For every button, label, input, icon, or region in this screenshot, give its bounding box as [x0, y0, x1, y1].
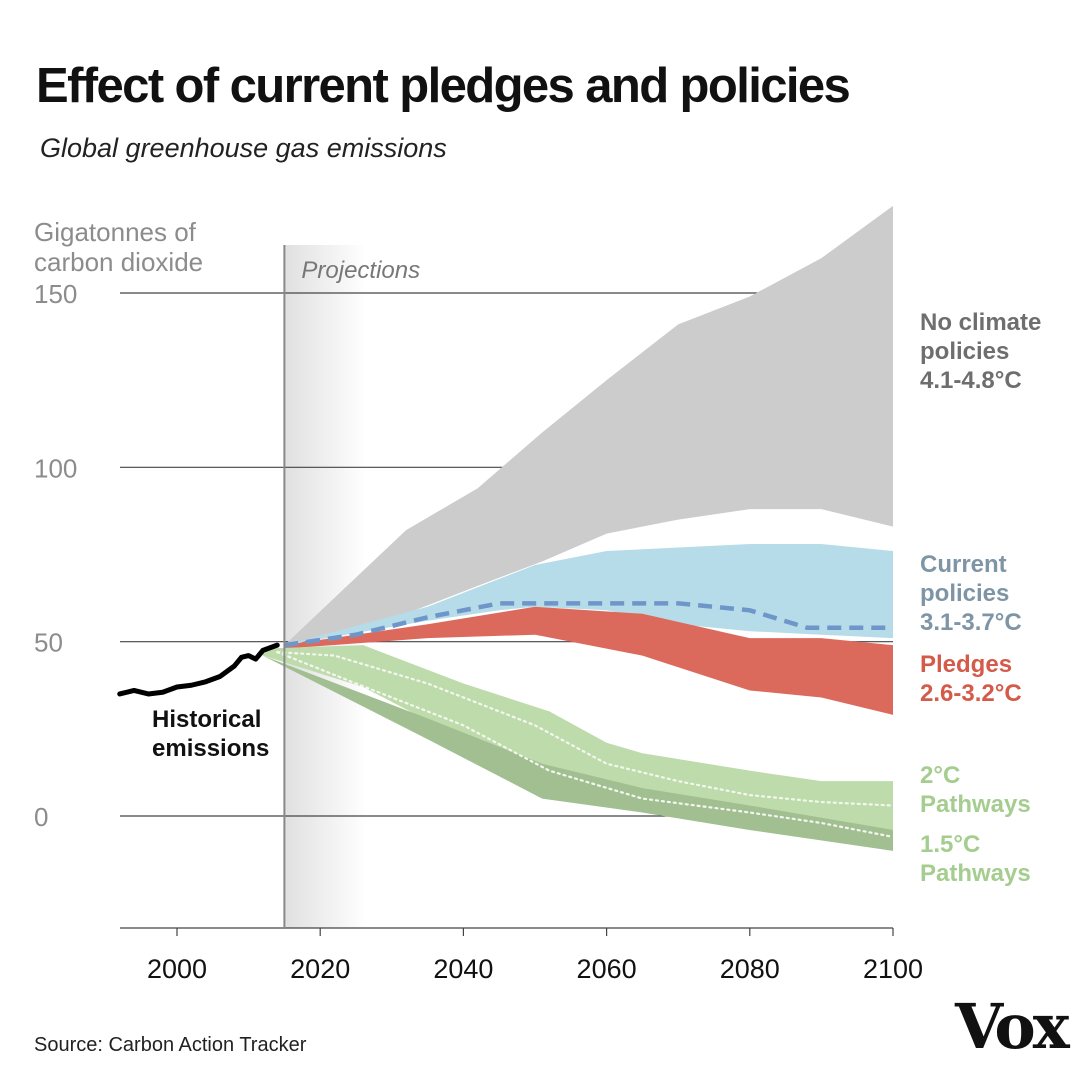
- current-policies-label-line-1: Current: [920, 551, 1007, 578]
- y-axis-label-line-1: Gigatonnes of: [34, 217, 197, 247]
- 2c-pathways-label-line-1: 2°C: [920, 762, 960, 789]
- y-tick-150: 150: [34, 279, 77, 309]
- 1-5c-pathways-band: [262, 655, 893, 851]
- no-climate-policies-label-line-2: policies: [920, 338, 1009, 365]
- projections-label: Projections: [301, 257, 420, 284]
- source-note: Source: Carbon Action Tracker: [34, 1034, 307, 1056]
- x-tick-2060: 2060: [577, 954, 637, 984]
- pledges-label-line-2: 2.6-3.2°C: [920, 680, 1022, 707]
- no-climate-policies-band: [284, 205, 893, 646]
- y-tick-100: 100: [34, 453, 77, 483]
- x-tick-2040: 2040: [433, 954, 493, 984]
- 2c-pathways-label-line-2: Pathways: [920, 791, 1031, 818]
- current-policies-band: [284, 544, 893, 646]
- current-policies-label-line-2: policies: [920, 580, 1009, 607]
- current-policies-label-line-3: 3.1-3.7°C: [920, 609, 1022, 636]
- current-policies-median-line: [284, 601, 893, 648]
- current-policies-label: Current policies 3.1-3.7°C: [920, 551, 1022, 636]
- x-tick-2000: 2000: [147, 954, 207, 984]
- pledges-label-line-1: Pledges: [920, 651, 1012, 678]
- chart-title: Effect of current pledges and policies: [36, 59, 851, 113]
- y-tick-0: 0: [34, 802, 48, 832]
- x-tick-2020: 2020: [290, 954, 350, 984]
- y-tick-labels: 0 50 100 150: [34, 279, 77, 832]
- historical-emissions-label-line-2: emissions: [152, 735, 269, 762]
- y-axis-label-line-2: carbon dioxide: [34, 247, 203, 277]
- 1-5c-pathways-label-line-2: Pathways: [920, 860, 1031, 887]
- no-climate-policies-label: No climate policies 4.1-4.8°C: [920, 309, 1041, 394]
- y-tick-50: 50: [34, 628, 63, 658]
- 1-5c-pathways-median-line: [276, 651, 895, 839]
- no-climate-policies-label-line-3: 4.1-4.8°C: [920, 367, 1022, 394]
- 2c-pathways-label: 2°C Pathways: [920, 762, 1031, 818]
- 2c-pathways-median-line: [276, 651, 895, 807]
- historical-emissions-label-line-1: Historical: [152, 706, 261, 733]
- emissions-chart: Projections Gigatonnes of carbon dioxide…: [34, 205, 1041, 984]
- pledges-label: Pledges 2.6-3.2°C: [920, 651, 1022, 707]
- emission-lines: [117, 601, 895, 839]
- pledges-band: [284, 606, 893, 715]
- x-tick-2080: 2080: [720, 954, 780, 984]
- y-axis-label: Gigatonnes of carbon dioxide: [34, 217, 203, 277]
- historical-emissions-line: [117, 642, 280, 697]
- historical-emissions-label: Historical emissions: [152, 706, 269, 762]
- chart-subtitle: Global greenhouse gas emissions: [40, 133, 447, 163]
- x-tick-2100: 2100: [863, 954, 923, 984]
- x-tick-labels: 2000 2020 2040 2060 2080 2100: [147, 928, 923, 984]
- 1-5c-pathways-label-line-1: 1.5°C: [920, 831, 980, 858]
- vox-logo[interactable]: Vox: [955, 990, 1070, 1063]
- no-climate-policies-label-line-1: No climate: [920, 309, 1041, 336]
- 1-5c-pathways-label: 1.5°C Pathways: [920, 831, 1031, 887]
